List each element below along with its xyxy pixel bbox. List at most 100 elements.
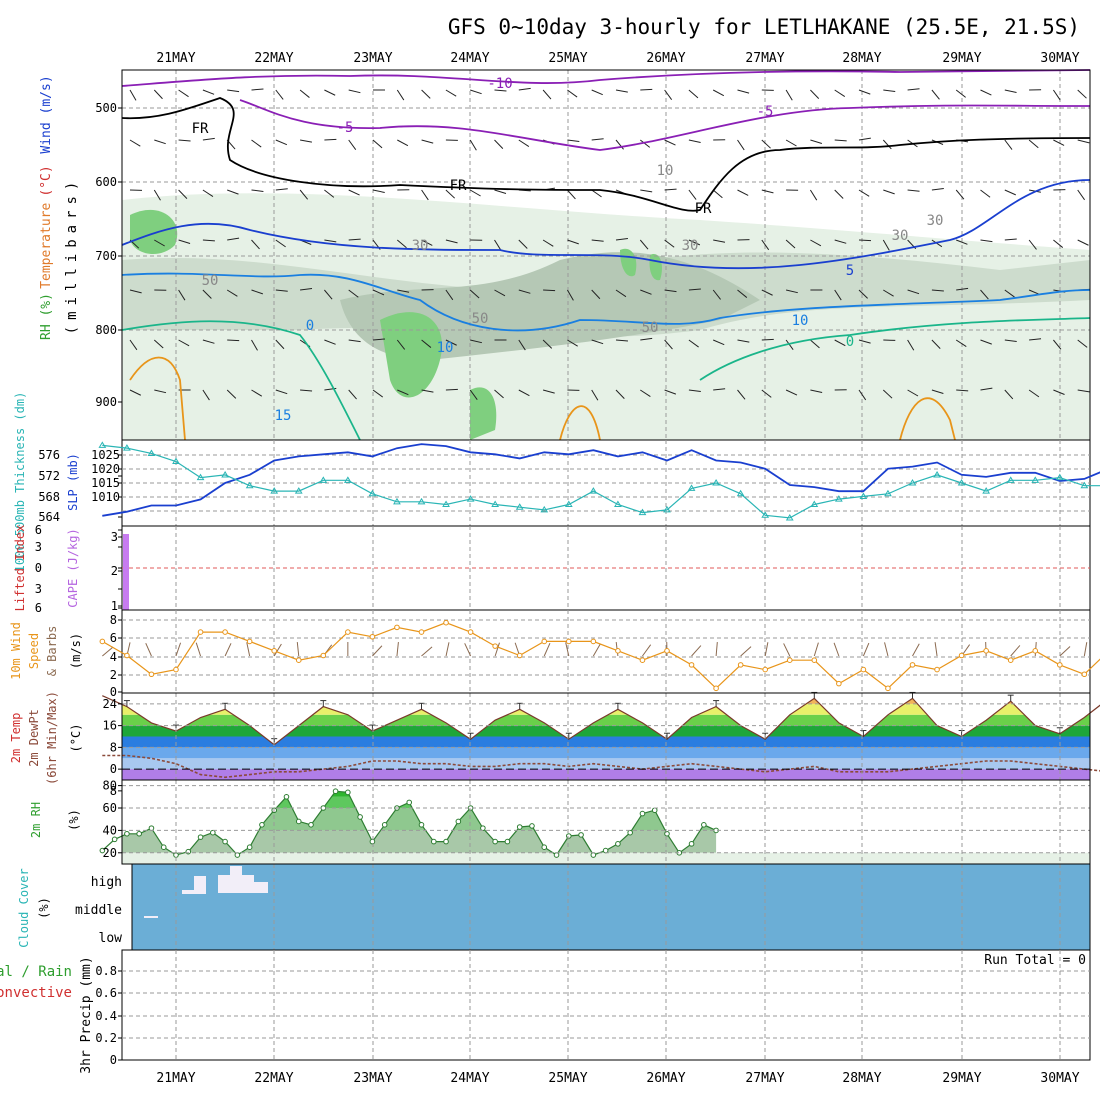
wind-barb	[715, 642, 718, 657]
rh-point	[345, 789, 351, 796]
rh-shade	[380, 312, 442, 398]
rh-tick-label: 40	[103, 823, 117, 837]
wind-barb	[642, 644, 652, 657]
wind-barb	[396, 642, 399, 657]
wind-speed-point	[786, 657, 793, 663]
wind-barb	[469, 189, 481, 197]
wind-tick-label: 8	[110, 613, 117, 627]
wind-barb	[761, 189, 774, 194]
rh-tick-label: 60	[103, 801, 117, 815]
contour-label: -10	[487, 76, 512, 92]
upper-tick-label: 900	[95, 395, 117, 409]
wind-barb	[764, 642, 769, 657]
wind-barb	[324, 89, 336, 96]
wind-barb	[224, 643, 232, 657]
contour-label: 30	[892, 228, 909, 244]
wind-barb	[834, 239, 847, 244]
wind-tick-label: 6	[110, 631, 117, 645]
wind-barb	[348, 289, 359, 298]
wind-barb	[494, 189, 507, 194]
wind-barb	[396, 239, 407, 249]
contour-line	[121, 69, 1091, 87]
wind-barb	[980, 339, 992, 345]
wind-barb	[567, 339, 578, 347]
wind-barb	[494, 89, 507, 92]
wind-barb	[591, 289, 601, 300]
rh-point	[688, 841, 695, 847]
wind-barb	[931, 389, 944, 394]
cloud-high-block	[194, 876, 206, 894]
top-date-label: 26MAY	[646, 51, 685, 66]
run-total: Run Total = 0	[984, 953, 1086, 968]
wind-barb	[858, 189, 870, 197]
cloud-level-middle: middle	[75, 903, 122, 918]
wind-ylabel-3: & Barbs	[45, 626, 59, 677]
rh-point	[234, 852, 241, 858]
top-date-label: 24MAY	[450, 51, 489, 66]
cape-ylabel: CAPE (J/kg)	[66, 528, 80, 607]
thickness-tick-label: 572	[38, 469, 60, 483]
wind-speed-point	[443, 619, 449, 626]
wind-barb	[640, 189, 653, 193]
thickness-point	[417, 497, 426, 505]
cloud-ylabel: Cloud Cover	[17, 868, 31, 947]
cape-li-panel: Lifted Index CAPE (J/kg) 6 3 0 3 6 3 2 1	[13, 523, 1091, 615]
wind-barb	[639, 239, 649, 250]
wind-barb	[664, 139, 676, 146]
wind-barb	[1053, 139, 1065, 146]
wind-barb	[1029, 338, 1042, 341]
precip-tick-label: 0.8	[95, 964, 117, 978]
wind-barb	[202, 189, 214, 197]
wind-barb	[227, 189, 239, 195]
wind-barb	[445, 189, 456, 199]
rh-point	[136, 830, 142, 837]
wind-barb	[1083, 642, 1088, 657]
wind-barb	[615, 238, 628, 241]
wind-barb	[1004, 89, 1017, 93]
upper-ylabel-millibars: (millibars)	[64, 176, 80, 335]
wind-barb	[931, 289, 944, 292]
wind-barb	[591, 239, 604, 242]
rh-point	[492, 838, 498, 845]
wind-barb	[348, 339, 361, 343]
wind-barb	[615, 139, 624, 150]
temp-ylabel-3: (6hr Min/Max)	[45, 691, 59, 785]
rh-point	[430, 838, 437, 845]
li-tick-label: 6	[35, 601, 42, 615]
wind-barb	[785, 339, 794, 351]
wind-barb	[615, 89, 628, 93]
wind-barb	[785, 289, 798, 294]
wind-barb	[1010, 645, 1021, 657]
wind-barb	[348, 238, 361, 241]
wind-barb	[664, 289, 677, 293]
rh-point	[627, 829, 633, 836]
temp-band	[122, 769, 1090, 780]
wind-barb	[955, 89, 966, 98]
wind-barb	[688, 89, 699, 99]
wind-barb	[202, 389, 210, 401]
wind-speed-point	[467, 629, 474, 635]
temp-band	[122, 714, 1090, 726]
wind-barb	[348, 389, 357, 400]
top-date-label: 30MAY	[1040, 51, 1079, 66]
wind-barb	[421, 239, 433, 246]
thickness-point	[589, 487, 598, 494]
wind-barb	[542, 239, 554, 247]
wind-barb	[251, 239, 260, 250]
li-tick-label: 3	[35, 582, 42, 596]
wind-barb	[372, 139, 383, 149]
thickness-point	[638, 508, 647, 516]
wind-barb	[737, 189, 749, 196]
wind-speed-point	[639, 657, 646, 663]
wind-barb	[858, 289, 868, 299]
wind-barb	[761, 289, 773, 296]
wind-barb	[567, 139, 580, 142]
wind-barb	[348, 189, 360, 196]
wind-barb	[226, 289, 238, 297]
rh-point	[504, 838, 511, 845]
wind-barb	[175, 642, 182, 657]
precip-tick-label: 0.4	[95, 1009, 117, 1023]
rh-tick-label: 80	[103, 779, 117, 793]
wind-barb	[907, 289, 920, 295]
